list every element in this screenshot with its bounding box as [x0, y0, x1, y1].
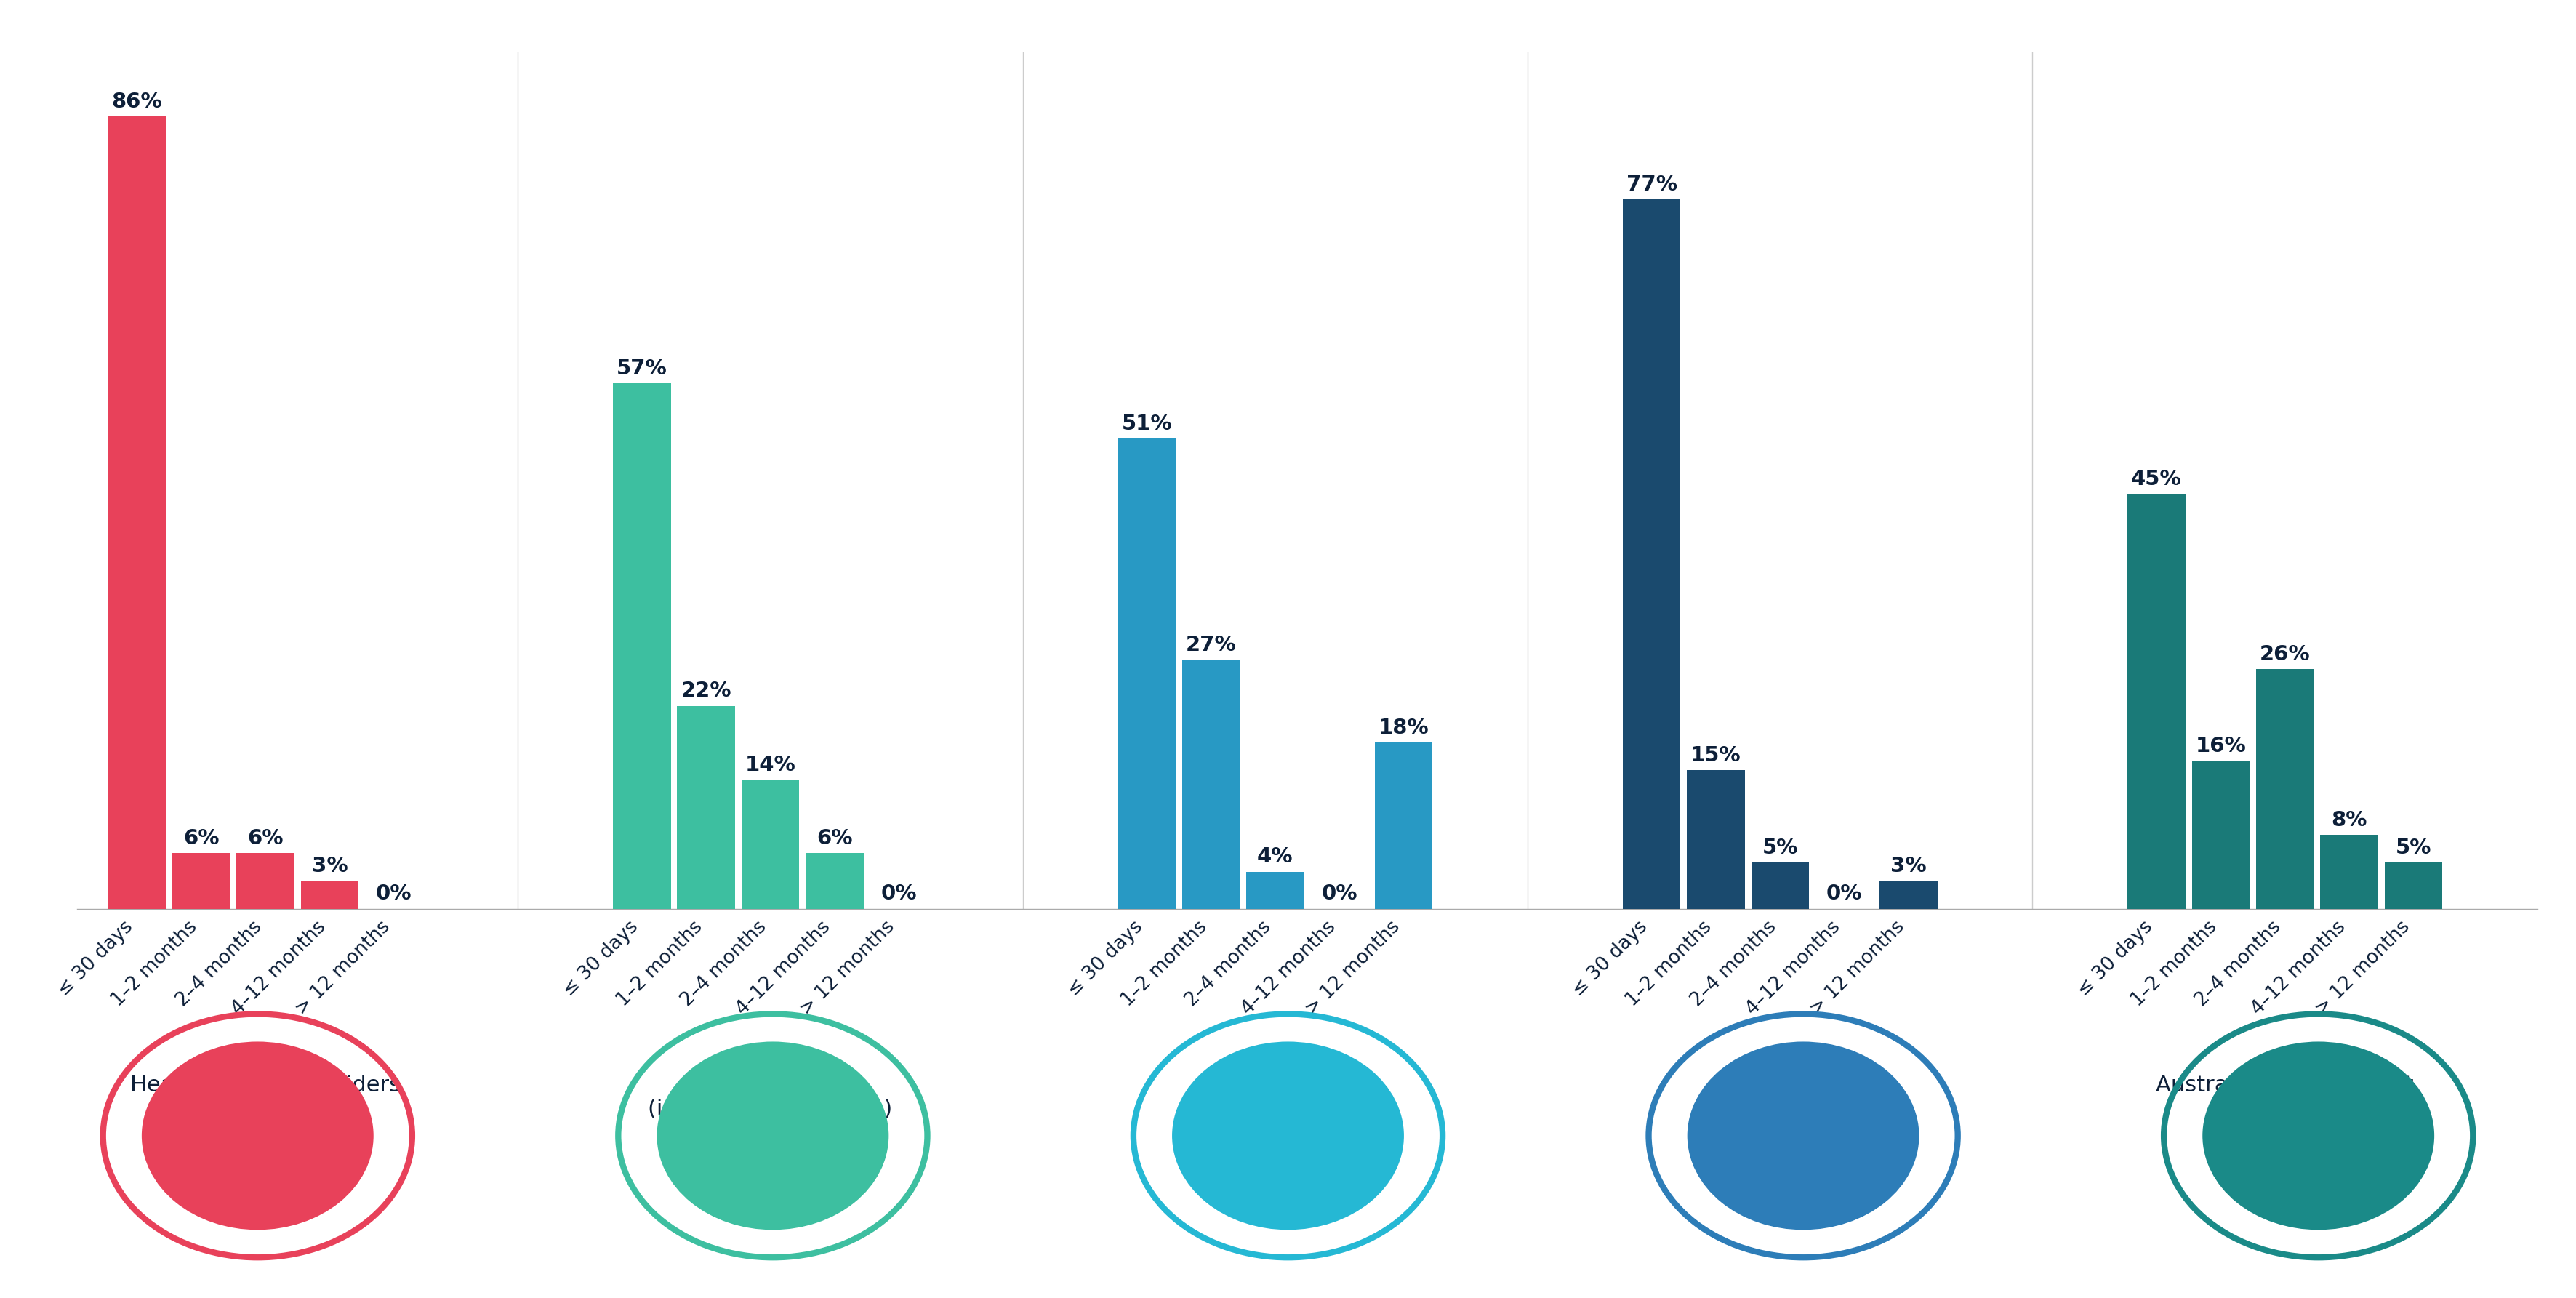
- Bar: [742, 780, 799, 909]
- Text: 45%: 45%: [2130, 469, 2182, 489]
- Bar: [613, 383, 670, 909]
- Text: 14%: 14%: [744, 754, 796, 775]
- Text: Retail: Retail: [1749, 1075, 1811, 1096]
- Text: 86%: 86%: [111, 91, 162, 112]
- Text: 0%: 0%: [881, 884, 917, 903]
- Bar: [1182, 659, 1239, 909]
- Text: 3%: 3%: [312, 855, 348, 876]
- Text: 57%: 57%: [616, 358, 667, 379]
- Ellipse shape: [1687, 1041, 1919, 1231]
- Bar: [677, 706, 734, 909]
- Text: 0%: 0%: [1321, 884, 1358, 903]
- Ellipse shape: [2202, 1041, 2434, 1231]
- Bar: [2321, 835, 2378, 909]
- Ellipse shape: [142, 1041, 374, 1231]
- Text: 26%: 26%: [2259, 644, 2311, 665]
- Bar: [1880, 881, 1937, 909]
- Bar: [2192, 761, 2249, 909]
- Bar: [1687, 771, 1744, 909]
- Text: 8%: 8%: [2331, 810, 2367, 831]
- Bar: [2257, 668, 2313, 909]
- Text: Australian Government: Australian Government: [2156, 1075, 2414, 1096]
- Text: 3%: 3%: [1891, 855, 1927, 876]
- Bar: [1376, 742, 1432, 909]
- Bar: [1623, 200, 1680, 909]
- Text: 6%: 6%: [247, 828, 283, 849]
- Bar: [173, 853, 229, 909]
- Text: 5%: 5%: [2396, 837, 2432, 858]
- Text: 51%: 51%: [1121, 414, 1172, 435]
- Text: 15%: 15%: [1690, 745, 1741, 766]
- Text: Finance
(incl. superannuation): Finance (incl. superannuation): [649, 1075, 891, 1120]
- Bar: [301, 881, 358, 909]
- Ellipse shape: [657, 1041, 889, 1231]
- Text: 77%: 77%: [1625, 174, 1677, 195]
- Text: 5%: 5%: [1762, 837, 1798, 858]
- Bar: [1118, 439, 1175, 909]
- Bar: [1247, 872, 1303, 909]
- Text: 6%: 6%: [183, 828, 219, 849]
- Text: 4%: 4%: [1257, 846, 1293, 867]
- Bar: [2385, 863, 2442, 909]
- Ellipse shape: [1172, 1041, 1404, 1231]
- Text: 18%: 18%: [1378, 718, 1430, 739]
- Bar: [237, 853, 294, 909]
- Text: 22%: 22%: [680, 681, 732, 701]
- Text: 16%: 16%: [2195, 736, 2246, 757]
- Bar: [2128, 495, 2184, 909]
- Bar: [1752, 863, 1808, 909]
- Text: 6%: 6%: [817, 828, 853, 849]
- Text: 27%: 27%: [1185, 635, 1236, 655]
- Text: Insurance: Insurance: [1221, 1075, 1329, 1096]
- Text: 0%: 0%: [376, 884, 412, 903]
- Text: Health service providers: Health service providers: [131, 1075, 402, 1096]
- Bar: [806, 853, 863, 909]
- Bar: [108, 117, 165, 909]
- Text: 0%: 0%: [1826, 884, 1862, 903]
